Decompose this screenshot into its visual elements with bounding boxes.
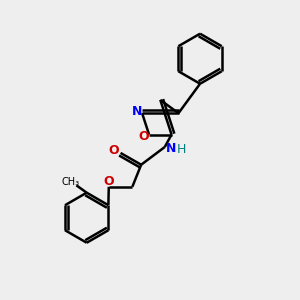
Text: O: O [103,175,114,188]
Text: O: O [109,144,119,157]
Text: N: N [132,105,142,118]
Text: O: O [138,130,149,142]
Text: N: N [166,142,177,155]
Text: H: H [177,143,187,156]
Text: CH₃: CH₃ [61,177,80,188]
